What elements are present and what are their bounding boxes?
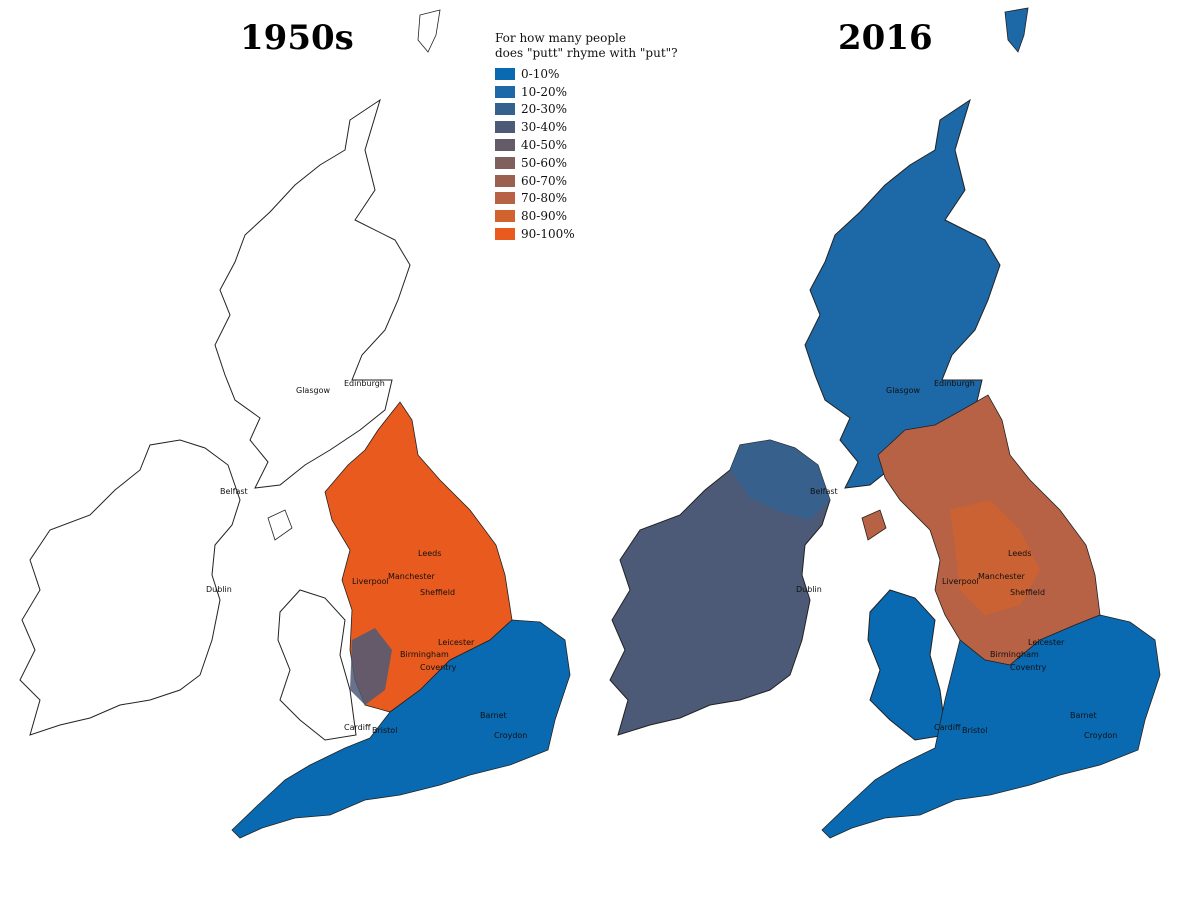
legend-rows: 0-10% 10-20% 20-30% 30-40% 40-50% 50-60% 60-70… <box>495 65 678 243</box>
legend-item: 10-20% <box>495 83 678 101</box>
panel-title-1950s: 1950s <box>240 18 354 58</box>
city-label-coventry: Coventry <box>420 663 457 672</box>
city-label-sheffield: Sheffield <box>1010 588 1045 597</box>
city-label-manchester: Manchester <box>978 572 1025 581</box>
legend-label: 50-60% <box>521 155 567 170</box>
legend-item: 30-40% <box>495 118 678 136</box>
city-label-edinburgh: Edinburgh <box>934 379 975 388</box>
city-labels-1950s: Glasgow Edinburgh Belfast Dublin Leeds L… <box>206 379 527 740</box>
map-2016 <box>609 7 1161 839</box>
shetland-2016 <box>1004 7 1029 53</box>
isle-of-man-1950s <box>267 509 293 541</box>
city-label-bristol: Bristol <box>372 726 397 735</box>
legend-swatch <box>495 85 515 98</box>
legend-item: 0-10% <box>495 65 678 83</box>
legend-title: For how many people does "putt" rhyme wi… <box>495 31 678 61</box>
legend-label: 10-20% <box>521 84 567 99</box>
city-label-cardiff: Cardiff <box>934 723 961 732</box>
map-1950s <box>19 9 571 839</box>
city-label-sheffield: Sheffield <box>420 588 455 597</box>
city-label-bristol: Bristol <box>962 726 987 735</box>
legend-item: 80-90% <box>495 207 678 225</box>
city-label-edinburgh: Edinburgh <box>344 379 385 388</box>
legend-label: 20-30% <box>521 102 567 117</box>
legend-item: 60-70% <box>495 172 678 190</box>
southern-england-1950s <box>231 619 571 839</box>
legend-item: 50-60% <box>495 154 678 172</box>
legend-swatch <box>495 156 515 169</box>
legend: For how many people does "putt" rhyme wi… <box>495 31 678 243</box>
city-label-glasgow: Glasgow <box>296 386 330 395</box>
legend-swatch <box>495 121 515 134</box>
legend-label: 30-40% <box>521 120 567 135</box>
city-label-leicester: Leicester <box>1028 638 1065 647</box>
city-label-manchester: Manchester <box>388 572 435 581</box>
city-label-liverpool: Liverpool <box>942 577 979 586</box>
panel-title-2016: 2016 <box>838 18 933 58</box>
legend-title-line-2: does "putt" rhyme with "put"? <box>495 46 678 60</box>
legend-label: 90-100% <box>521 227 575 242</box>
legend-item: 70-80% <box>495 190 678 208</box>
legend-swatch <box>495 210 515 223</box>
legend-item: 40-50% <box>495 136 678 154</box>
pennines-core-2016 <box>950 500 1040 615</box>
city-label-liverpool: Liverpool <box>352 577 389 586</box>
city-label-leicester: Leicester <box>438 638 475 647</box>
southern-england-2016 <box>821 614 1161 839</box>
legend-swatch <box>495 103 515 116</box>
shetland-1950s <box>417 9 441 53</box>
scotland-2016 <box>804 98 1001 489</box>
ireland-1950s <box>19 439 241 736</box>
legend-label: 60-70% <box>521 173 567 188</box>
city-label-dublin: Dublin <box>796 585 822 594</box>
legend-swatch <box>495 192 515 205</box>
city-labels-2016: Glasgow Edinburgh Belfast Dublin Leeds L… <box>796 379 1117 740</box>
city-label-leeds: Leeds <box>1008 549 1031 558</box>
city-label-birmingham: Birmingham <box>990 650 1039 659</box>
legend-swatch <box>495 139 515 152</box>
legend-title-line-1: For how many people <box>495 31 626 45</box>
city-label-belfast: Belfast <box>220 487 248 496</box>
legend-label: 40-50% <box>521 138 567 153</box>
wales-2016 <box>867 589 947 741</box>
city-label-barnet: Barnet <box>1070 711 1097 720</box>
isle-of-man-2016 <box>861 509 887 541</box>
transition-zone-1950s <box>350 628 392 705</box>
legend-label: 70-80% <box>521 191 567 206</box>
city-label-leeds: Leeds <box>418 549 441 558</box>
northern-ireland-2016 <box>730 440 830 520</box>
legend-label: 80-90% <box>521 209 567 224</box>
city-label-belfast: Belfast <box>810 487 838 496</box>
wales-1950s <box>277 589 357 741</box>
city-label-coventry: Coventry <box>1010 663 1047 672</box>
city-label-croydon: Croydon <box>1084 731 1117 740</box>
legend-swatch <box>495 228 515 241</box>
city-label-cardiff: Cardiff <box>344 723 371 732</box>
legend-label: 0-10% <box>521 66 560 81</box>
city-label-glasgow: Glasgow <box>886 386 920 395</box>
city-label-barnet: Barnet <box>480 711 507 720</box>
legend-swatch <box>495 174 515 187</box>
city-label-dublin: Dublin <box>206 585 232 594</box>
legend-item: 90-100% <box>495 225 678 243</box>
city-label-croydon: Croydon <box>494 731 527 740</box>
legend-swatch <box>495 67 515 80</box>
legend-item: 20-30% <box>495 101 678 119</box>
city-label-birmingham: Birmingham <box>400 650 449 659</box>
scotland-1950s <box>214 98 411 489</box>
